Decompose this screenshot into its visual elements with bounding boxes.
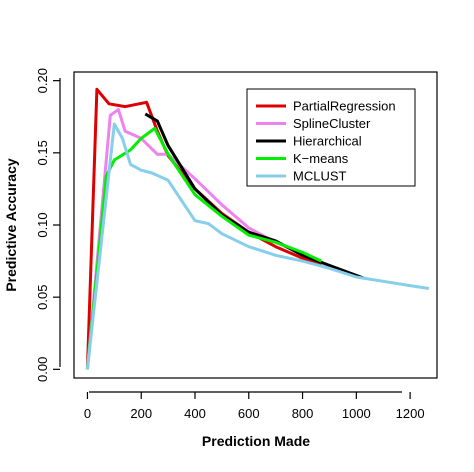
y-axis-title: Predictive Accuracy <box>3 158 19 292</box>
legend: PartialRegression SplineCluster Hierarchic… <box>246 88 416 187</box>
y-tick-label: 0.20 <box>35 68 50 93</box>
legend-label: Hierarchical <box>293 134 362 149</box>
x-tick-label: 0 <box>84 406 91 421</box>
x-tick-label: 1000 <box>342 406 371 421</box>
y-tick-label: 0.15 <box>35 140 50 165</box>
y-axis: 0.00 0.05 0.10 0.15 0.20 <box>35 68 61 382</box>
legend-label: PartialRegression <box>293 99 396 114</box>
x-tick-label: 800 <box>292 406 314 421</box>
x-tick-label: 400 <box>184 406 206 421</box>
legend-label: SplineCluster <box>293 116 371 131</box>
series-layer <box>85 87 430 370</box>
plot-box <box>73 71 438 379</box>
legend-label: K−means <box>293 151 349 166</box>
y-tick-label: 0.00 <box>35 357 50 382</box>
x-tick-label: 200 <box>130 406 152 421</box>
y-tick-label: 0.05 <box>35 285 50 310</box>
series-line-mclust <box>85 122 430 370</box>
x-tick-label: 600 <box>238 406 260 421</box>
x-axis: 0 200 400 600 800 1000 1200 <box>84 391 425 421</box>
y-tick-label: 0.10 <box>35 212 50 237</box>
legend-label: MCLUST <box>293 169 347 184</box>
series-line-splinecluster <box>85 108 304 370</box>
series-line-hierarchical <box>144 112 365 280</box>
series-line-k-means <box>85 126 323 370</box>
x-tick-label: 1200 <box>396 406 425 421</box>
x-axis-title: Prediction Made <box>202 433 310 449</box>
